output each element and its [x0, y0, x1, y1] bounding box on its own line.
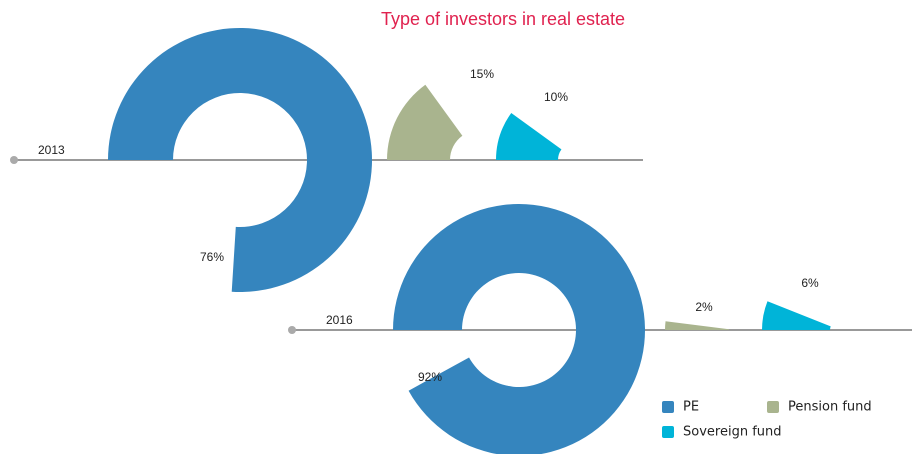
year-label: 2013	[38, 143, 65, 157]
legend-swatch	[662, 401, 674, 413]
value-label: 2%	[695, 300, 713, 314]
legend-label: Pension fund	[788, 400, 872, 415]
value-label: 76%	[200, 250, 224, 264]
legend-swatch	[767, 401, 779, 413]
value-label: 10%	[544, 90, 568, 104]
baseline-dot	[288, 326, 296, 334]
legend-label: Sovereign fund	[683, 425, 782, 440]
arc	[387, 84, 463, 160]
arc	[665, 321, 730, 330]
value-label: 6%	[801, 276, 819, 290]
arc	[496, 112, 562, 160]
chart-title: Type of investors in real estate	[381, 9, 625, 29]
value-label: 15%	[470, 67, 494, 81]
year-label: 2016	[326, 313, 353, 327]
arc	[762, 301, 831, 330]
value-label: 92%	[418, 370, 442, 384]
arc	[393, 204, 645, 454]
baseline-dot	[10, 156, 18, 164]
arc	[108, 28, 372, 292]
legend-swatch	[662, 426, 674, 438]
legend-label: PE	[683, 400, 699, 415]
